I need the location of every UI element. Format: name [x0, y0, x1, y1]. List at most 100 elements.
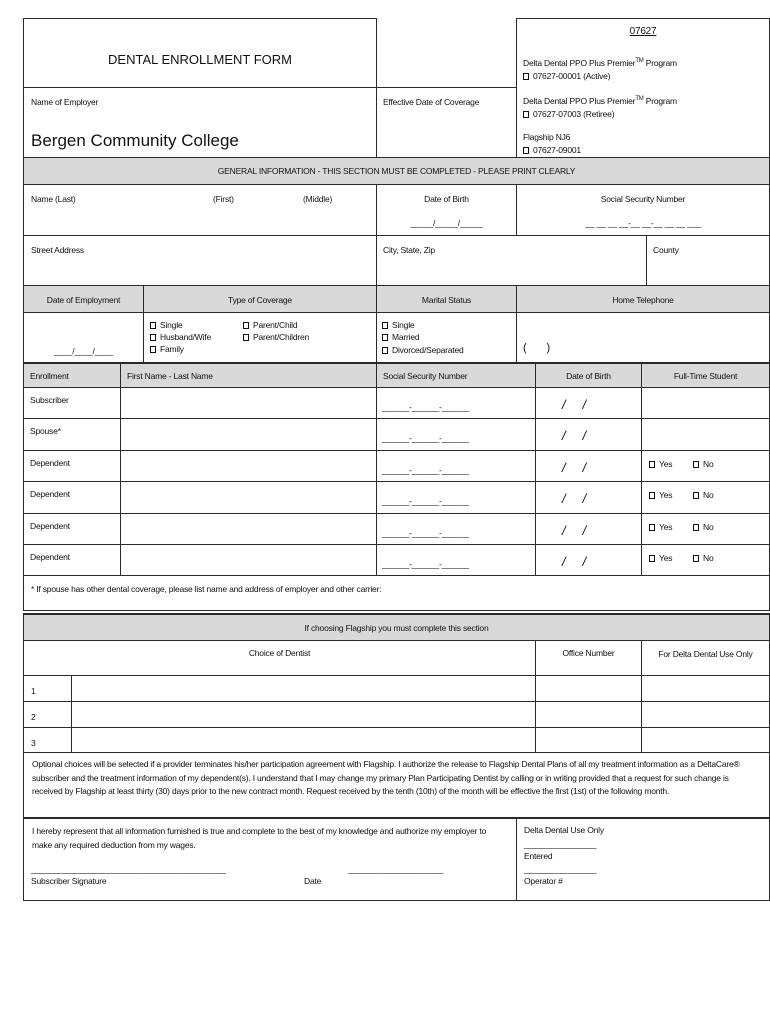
student-cell	[641, 418, 770, 451]
dentist-header-label: Choice of Dentist	[248, 648, 311, 658]
no-label: No	[703, 522, 714, 532]
checkbox[interactable]	[150, 346, 156, 353]
checkbox[interactable]	[693, 492, 699, 499]
employment-date-field[interactable]: ____/____/____	[23, 312, 144, 363]
checkbox[interactable]	[649, 492, 655, 499]
program-name: Delta Dental PPO Plus Premier	[523, 95, 636, 106]
ssn-input[interactable]: ______-______-______	[376, 481, 536, 514]
student-no-option[interactable]: No	[693, 553, 714, 563]
delta-use-input[interactable]	[641, 675, 770, 702]
coverage-family[interactable]: Family	[150, 344, 184, 354]
date-line[interactable]: _____________________	[348, 864, 444, 874]
ssn-input[interactable]: ______-______-______	[376, 418, 536, 451]
marital-married[interactable]: Married	[382, 332, 420, 342]
county-field[interactable]: County	[646, 235, 770, 286]
ssn-input[interactable]: ______-______-______	[376, 513, 536, 545]
yes-label: Yes	[659, 553, 673, 563]
dob-input[interactable]: / /	[535, 544, 642, 577]
dob-field[interactable]: Date of Birth _____/_____/_____	[376, 184, 517, 236]
ssn-input[interactable]: ______-______-______	[376, 387, 536, 419]
office-number-input[interactable]	[535, 701, 642, 728]
dob-input[interactable]: / /	[535, 418, 642, 451]
dob-header: Date of Birth	[535, 362, 642, 388]
checkbox[interactable]	[693, 555, 699, 562]
office-number-input[interactable]	[535, 675, 642, 702]
checkbox[interactable]	[523, 147, 529, 154]
enrollment-type: Dependent	[30, 552, 70, 562]
ssn-blank: ______-______-______	[382, 465, 469, 475]
name-last-label: Name (Last)	[31, 194, 76, 204]
coverage-single[interactable]: Single	[150, 320, 183, 330]
spouse-note-field[interactable]: * If spouse has other dental coverage, p…	[23, 575, 770, 611]
coverage-parent-children[interactable]: Parent/Children	[243, 332, 309, 342]
form-code: 07627	[629, 26, 657, 37]
name-field[interactable]: Name (Last) (First) (Middle)	[23, 184, 377, 236]
operator-line[interactable]: ________________	[524, 864, 597, 874]
checkbox[interactable]	[150, 322, 156, 329]
dob-input[interactable]: / /	[535, 513, 642, 545]
checkbox[interactable]	[382, 322, 388, 329]
name-input[interactable]	[120, 481, 377, 514]
delta-use-input[interactable]	[641, 727, 770, 754]
checkbox[interactable]	[150, 334, 156, 341]
enrollment-type-cell: Dependent	[23, 450, 121, 482]
dentist-name-input[interactable]	[71, 675, 536, 702]
street-field[interactable]: Street Address	[23, 235, 377, 286]
delta-use-header: For Delta Dental Use Only	[641, 640, 770, 676]
effective-date-cell[interactable]: Effective Date of Coverage	[376, 87, 517, 158]
coverage-parent-child[interactable]: Parent/Child	[243, 320, 298, 330]
no-label: No	[703, 490, 714, 500]
checkbox[interactable]	[382, 347, 388, 354]
student-no-option[interactable]: No	[693, 490, 714, 500]
student-yes-option[interactable]: Yes	[649, 553, 672, 563]
name-input[interactable]	[120, 513, 377, 545]
dob-slashes: / /	[562, 554, 586, 569]
dentist-name-input[interactable]	[71, 701, 536, 728]
employment-blank: ____/____/____	[54, 346, 113, 356]
name-input[interactable]	[120, 544, 377, 577]
student-no-option[interactable]: No	[693, 459, 714, 469]
delta-use-header-label: For Delta Dental Use Only	[658, 649, 753, 659]
checkbox[interactable]	[649, 524, 655, 531]
checkbox[interactable]	[649, 555, 655, 562]
checkbox[interactable]	[693, 524, 699, 531]
ssn-field[interactable]: Social Security Number __ __ __ __-__ __…	[516, 184, 770, 236]
student-yes-option[interactable]: Yes	[649, 522, 672, 532]
phone-header: Home Telephone	[516, 285, 770, 313]
signature-line[interactable]: ________________________________________…	[31, 864, 226, 874]
name-input[interactable]	[120, 387, 377, 419]
coverage-husband-wife[interactable]: Husband/Wife	[150, 332, 211, 342]
enrollment-type: Spouse*	[30, 426, 61, 436]
dob-input[interactable]: / /	[535, 481, 642, 514]
dob-input[interactable]: / /	[535, 450, 642, 482]
office-number-input[interactable]	[535, 727, 642, 754]
name-input[interactable]	[120, 418, 377, 451]
phone-field[interactable]: ( )	[516, 312, 770, 363]
coverage-options: Single Husband/Wife Family Parent/Child …	[143, 312, 377, 363]
checkbox[interactable]	[649, 461, 655, 468]
marital-single[interactable]: Single	[382, 320, 415, 330]
checkbox[interactable]	[243, 322, 249, 329]
student-no-option[interactable]: No	[693, 522, 714, 532]
ssn-input[interactable]: ______-______-______	[376, 450, 536, 482]
dentist-name-input[interactable]	[71, 727, 536, 754]
dob-input[interactable]: / /	[535, 387, 642, 419]
marital-divorced[interactable]: Divorced/Separated	[382, 345, 464, 355]
checkbox[interactable]	[523, 72, 529, 80]
ssn-input[interactable]: ______-______-______	[376, 544, 536, 577]
checkbox[interactable]	[693, 461, 699, 468]
dob-slashes: / /	[562, 397, 586, 412]
delta-use-input[interactable]	[641, 701, 770, 728]
checkbox[interactable]	[523, 110, 529, 118]
city-field[interactable]: City, State, Zip	[376, 235, 647, 286]
student-yes-option[interactable]: Yes	[649, 459, 672, 469]
ssn-blank: ______-______-______	[382, 559, 469, 569]
employer-value[interactable]: Bergen Community College	[31, 131, 239, 150]
name-input[interactable]	[120, 450, 377, 482]
flagship-banner-text: If choosing Flagship you must complete t…	[304, 623, 489, 633]
entered-line[interactable]: ________________	[524, 839, 597, 849]
checkbox[interactable]	[382, 334, 388, 341]
program-suffix: Program	[643, 57, 677, 68]
student-yes-option[interactable]: Yes	[649, 490, 672, 500]
checkbox[interactable]	[243, 334, 249, 341]
